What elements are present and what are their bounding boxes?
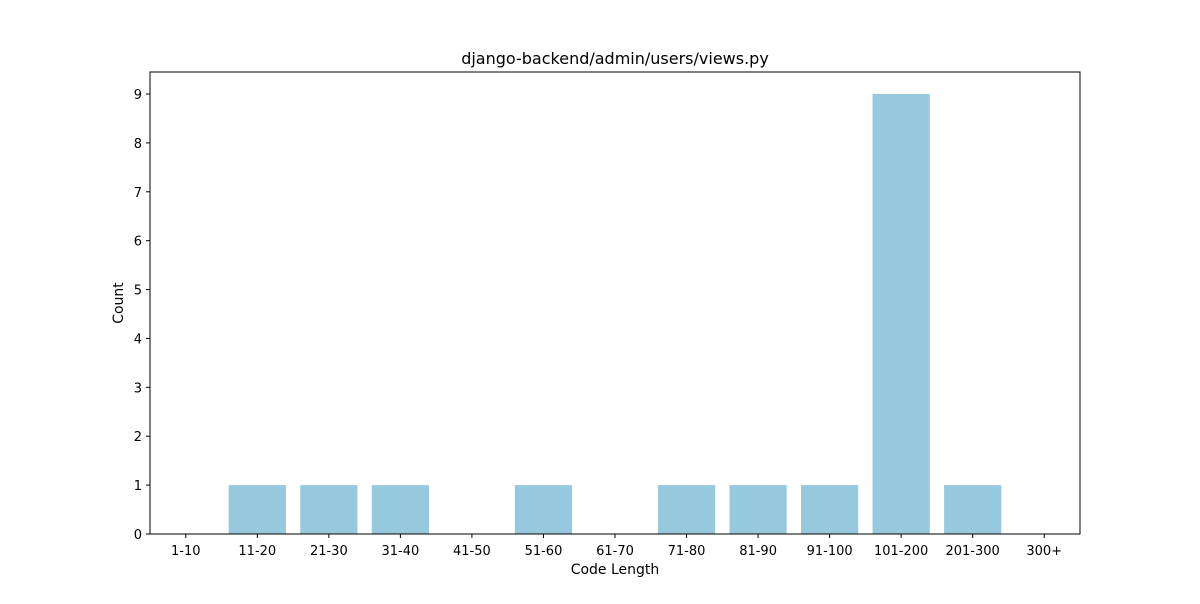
bar-201-300: [944, 485, 1002, 534]
y-tick-label: 6: [134, 235, 142, 250]
bar-101-200: [872, 94, 930, 534]
bars-group: [228, 94, 1002, 534]
x-tick-label: 201-300: [946, 544, 1000, 559]
bar-21-30: [300, 485, 358, 534]
x-tick-label: 91-100: [807, 544, 853, 559]
bar-91-100: [801, 485, 859, 534]
x-tick-label: 21-30: [310, 544, 348, 559]
bar-71-80: [657, 485, 716, 534]
x-tick-label: 61-70: [596, 544, 634, 559]
chart-title: django-backend/admin/users/views.py: [461, 49, 769, 68]
x-tick-label: 71-80: [668, 544, 706, 559]
bar-81-90: [729, 485, 787, 534]
y-tick-label: 2: [134, 430, 142, 445]
bar-51-60: [514, 485, 573, 534]
x-tick-label: 300+: [1026, 544, 1062, 559]
y-tick-label: 4: [134, 332, 142, 347]
y-axis-label: Count: [111, 282, 127, 324]
y-axis-ticks: 0 1 2 3 4 5 6 7 8 9: [134, 88, 150, 543]
y-tick-label: 8: [134, 137, 142, 152]
x-tick-label: 11-20: [238, 544, 276, 559]
y-tick-label: 9: [134, 88, 142, 103]
x-tick-label: 1-10: [171, 544, 201, 559]
bar-11-20: [228, 485, 286, 534]
x-axis-ticks: 1-10 11-20 21-30 31-40 41-50 51-60 61-70 71-80 8…: [171, 534, 1062, 559]
y-tick-label: 5: [134, 284, 142, 299]
bar-31-40: [371, 485, 429, 534]
y-tick-label: 1: [134, 479, 142, 494]
x-axis-label: Code Length: [571, 562, 660, 578]
x-tick-label: 81-90: [739, 544, 777, 559]
x-tick-label: 101-200: [874, 544, 928, 559]
y-tick-label: 3: [134, 381, 142, 396]
x-tick-label: 41-50: [453, 544, 491, 559]
x-tick-label: 51-60: [525, 544, 563, 559]
y-tick-label: 7: [134, 186, 142, 201]
x-tick-label: 31-40: [381, 544, 419, 559]
plot-frame: [149, 71, 1081, 535]
y-tick-label: 0: [134, 528, 142, 543]
